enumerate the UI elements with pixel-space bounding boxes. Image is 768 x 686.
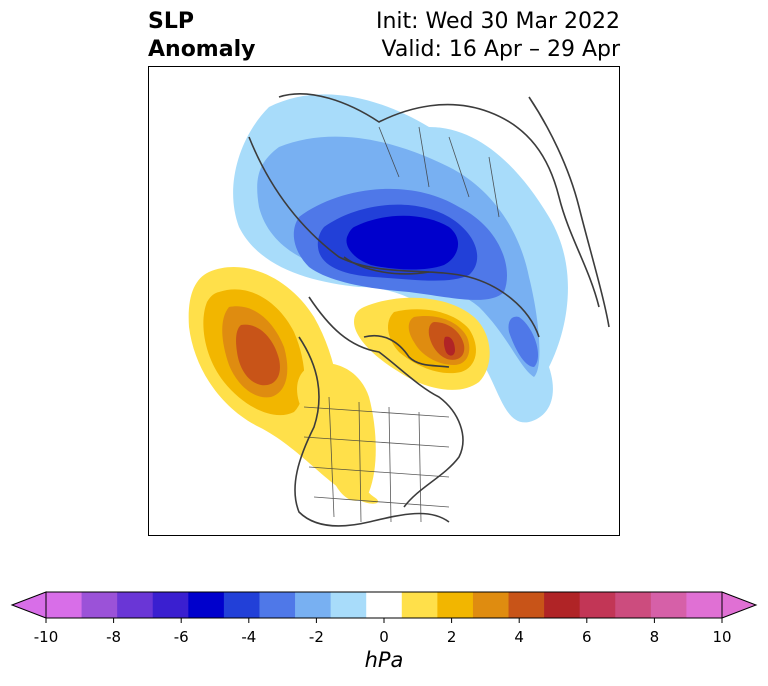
plot-title: SLP Anomaly <box>148 8 255 64</box>
colorbar <box>10 591 758 623</box>
colorbar-swatch <box>330 592 367 618</box>
plot-dates: Init: Wed 30 Mar 2022 Valid: 16 Apr – 29… <box>376 8 620 64</box>
title-line-1: SLP <box>148 9 194 34</box>
colorbar-arrow-left <box>10 591 47 619</box>
colorbar-swatch <box>508 592 545 618</box>
coastlines <box>248 93 610 527</box>
valid-range: Valid: 16 Apr – 29 Apr <box>381 37 621 62</box>
colorbar-swatch <box>579 592 616 618</box>
anomaly-map <box>148 66 620 536</box>
colorbar-tick-label: -8 <box>106 628 122 646</box>
colorbar-unit-label: hPa <box>364 648 404 672</box>
colorbar-arrow-right <box>721 591 758 619</box>
colorbar-swatch <box>81 592 118 618</box>
colorbar-tick-label: -4 <box>241 628 257 646</box>
colorbar-swatch <box>401 592 438 618</box>
colorbar-tick-label: 2 <box>446 628 457 646</box>
colorbar-swatch <box>152 592 189 618</box>
colorbar-swatch <box>117 592 154 618</box>
colorbar-tick-label: 8 <box>649 628 660 646</box>
colorbar-tick-label: -6 <box>173 628 189 646</box>
colorbar-tick-label: 6 <box>582 628 592 646</box>
colorbar-swatch <box>259 592 296 618</box>
colorbar-swatch <box>544 592 581 618</box>
contour-neg-5 <box>346 215 459 270</box>
colorbar-tick-label: -10 <box>33 628 59 646</box>
positive-anomaly-arctic <box>354 297 490 390</box>
contour-pos-a5 <box>443 336 455 356</box>
colorbar-swatch <box>188 592 225 618</box>
title-line-2: Anomaly <box>148 37 256 62</box>
colorbar-tick-label: 0 <box>379 628 389 646</box>
map-svg <box>188 93 610 527</box>
colorbar-tick-label: 4 <box>514 628 524 646</box>
colorbar-swatch <box>615 592 652 618</box>
colorbar-swatch <box>223 592 260 618</box>
colorbar-swatch <box>650 592 687 618</box>
colorbar-swatch <box>437 592 474 618</box>
init-date: Init: Wed 30 Mar 2022 <box>375 9 620 34</box>
colorbar-swatch <box>295 592 332 618</box>
colorbar-swatch <box>46 592 83 618</box>
colorbar-tick-label: 10 <box>712 628 732 646</box>
contour-pos-p4 <box>236 324 280 386</box>
contour-neg-3b <box>508 316 539 367</box>
contour-pos-us <box>297 363 376 501</box>
state-borders <box>303 126 500 523</box>
colorbar-swatch <box>472 592 510 618</box>
colorbar-tick-label: -2 <box>308 628 324 646</box>
colorbar-swatch <box>366 592 403 618</box>
colorbar-swatch <box>686 592 723 618</box>
